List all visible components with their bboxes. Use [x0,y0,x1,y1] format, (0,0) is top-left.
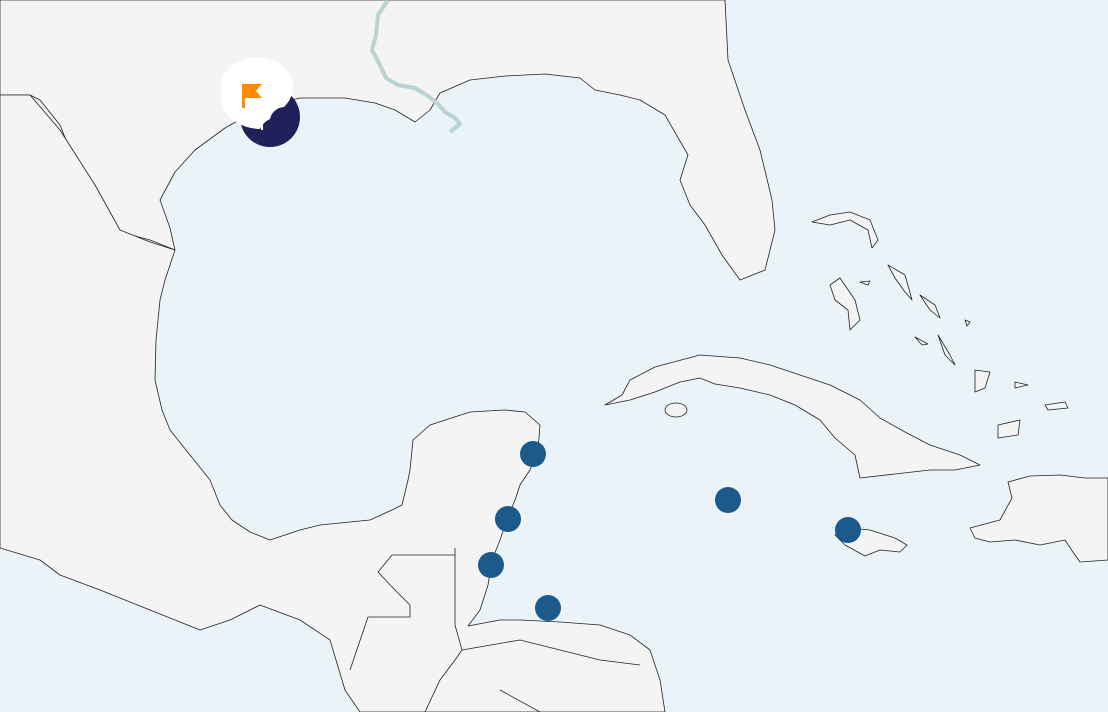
land-mexico-central-america [0,94,666,712]
location-marker[interactable] [535,595,561,621]
land-isla-de-la-juventud [664,402,688,418]
country-borders [349,548,641,712]
land-hispaniola [969,474,1108,563]
land-cuba [604,354,981,479]
location-marker[interactable] [835,517,861,543]
land-bahamas [811,211,1069,439]
location-marker[interactable] [478,552,504,578]
mississippi-river [370,0,462,134]
location-marker[interactable] [520,441,546,467]
flag-icon [242,84,262,108]
location-markers [478,441,861,621]
location-marker[interactable] [715,487,741,513]
location-marker[interactable] [495,506,521,532]
flagged-marker[interactable] [220,57,300,147]
